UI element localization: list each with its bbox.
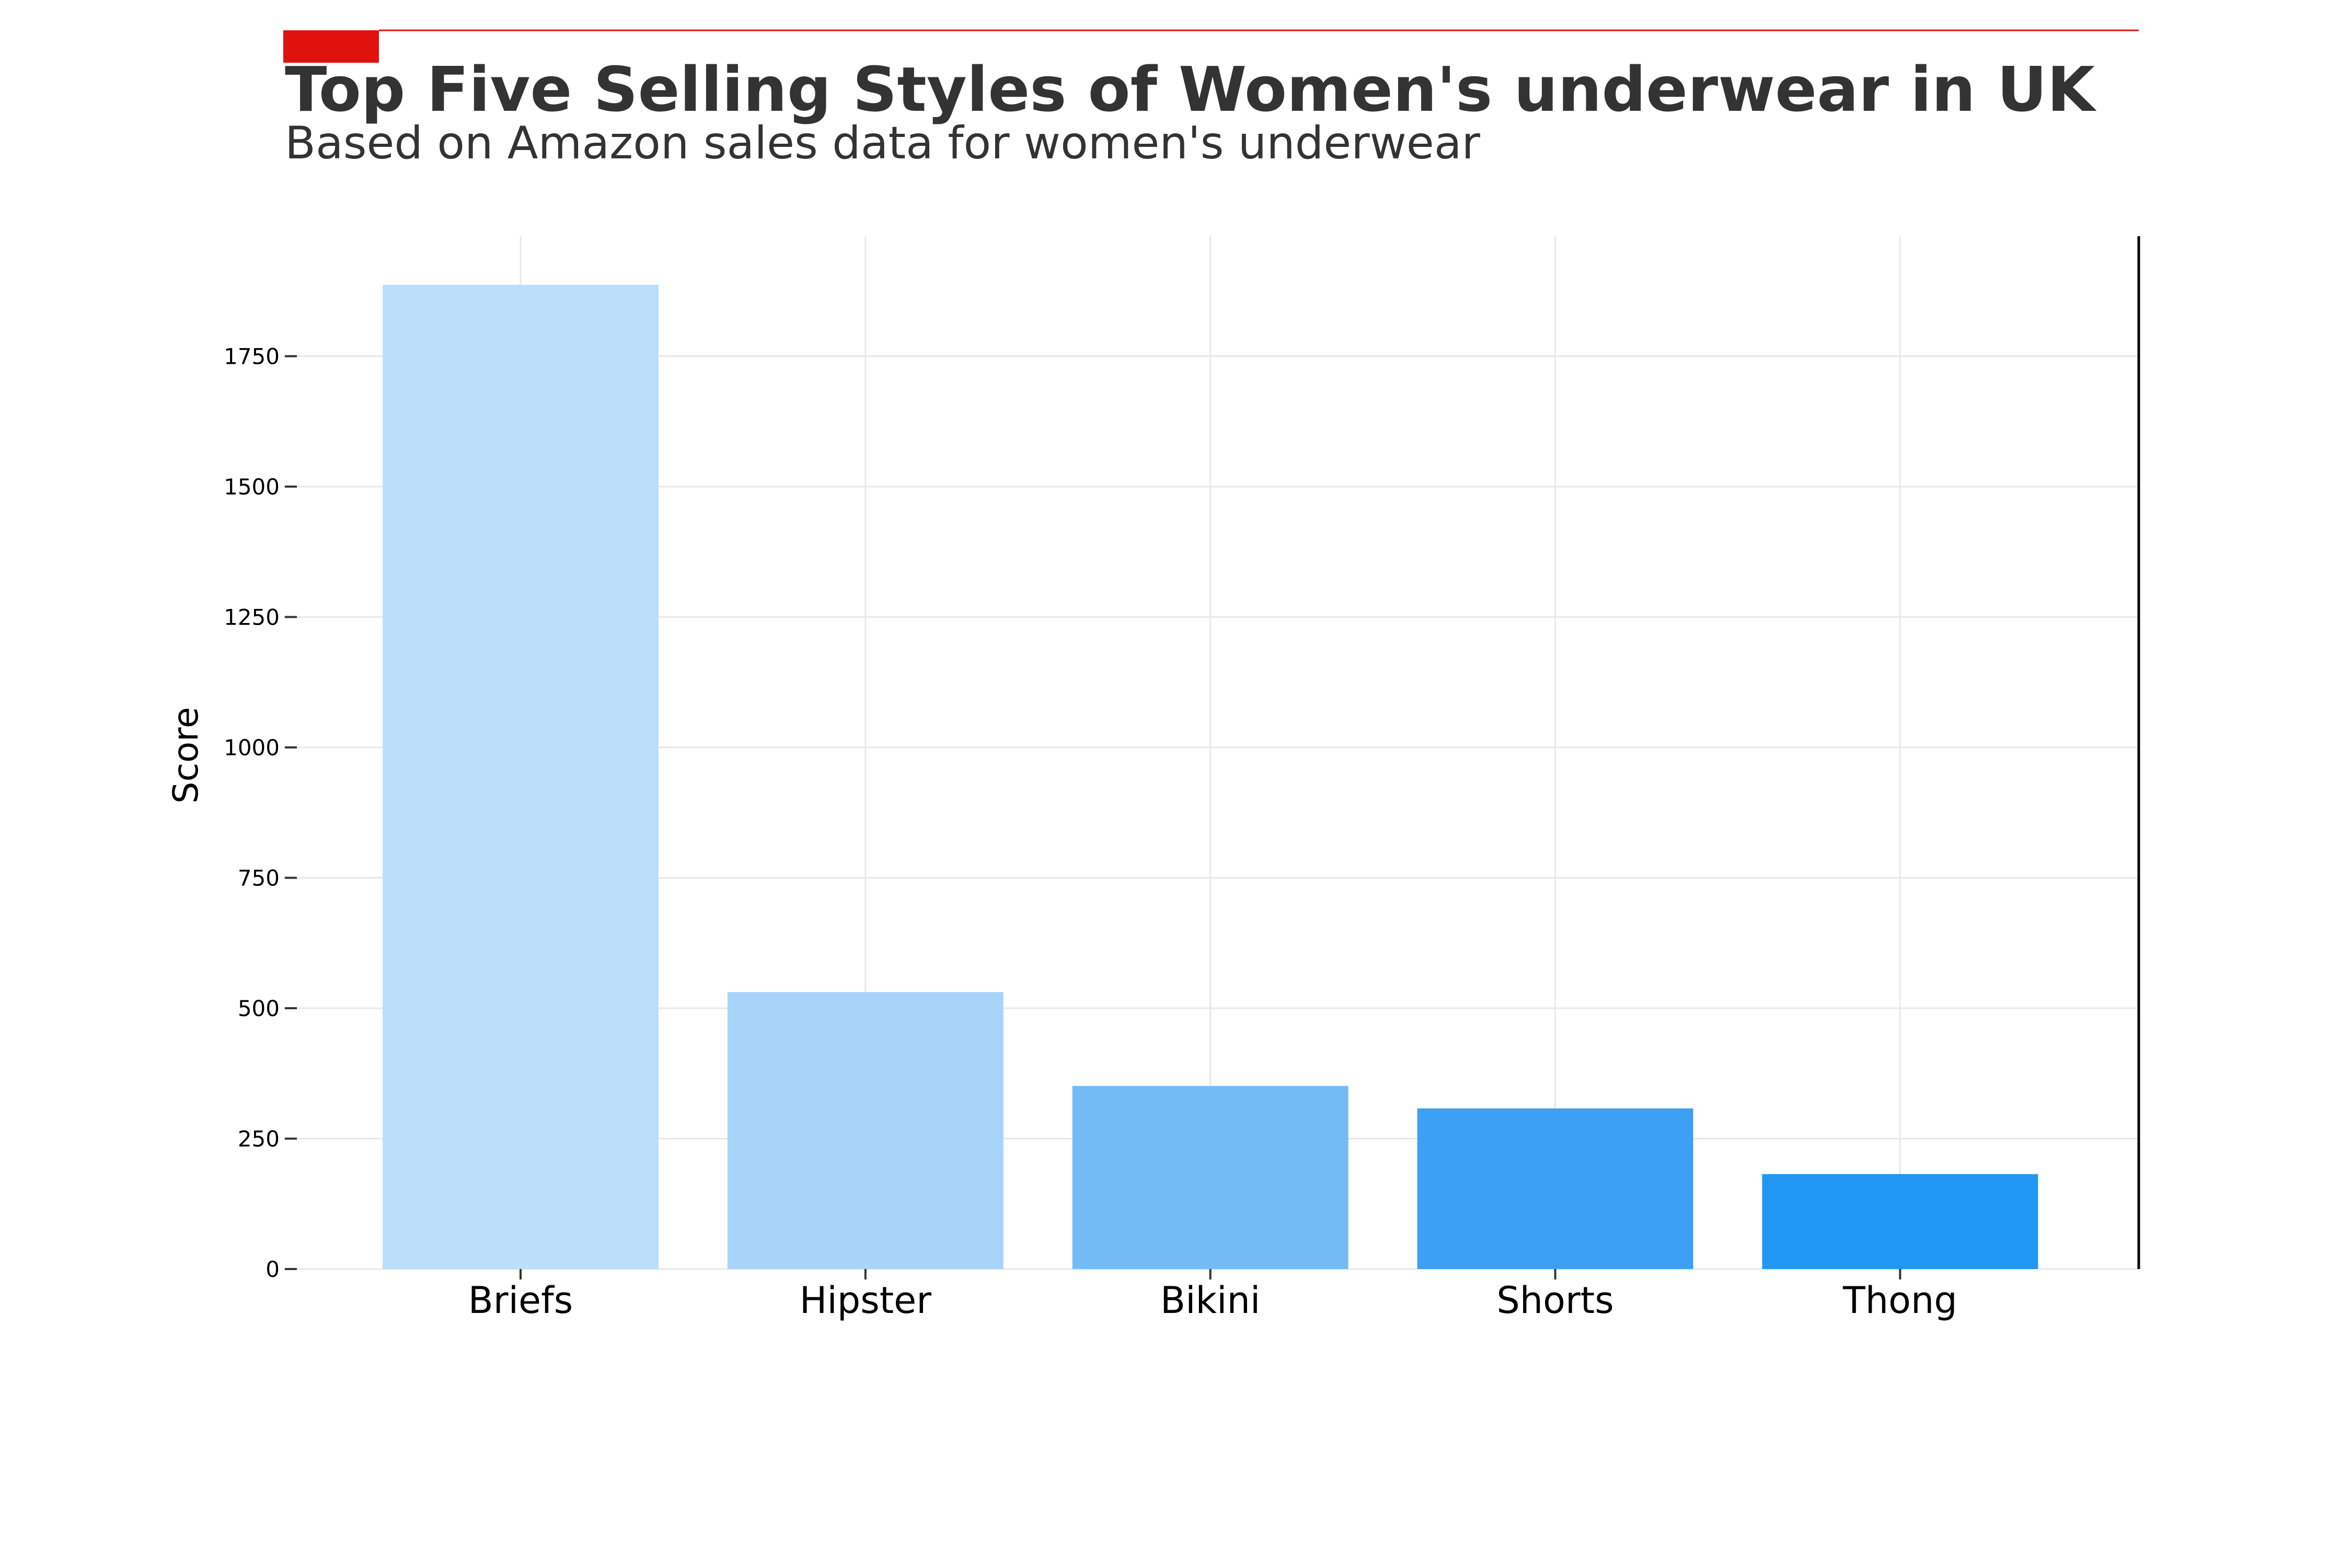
y-tick-label: 1250 [224, 605, 280, 630]
y-tick-label: 0 [266, 1256, 280, 1282]
y-tick-label: 250 [238, 1126, 280, 1152]
chart-subtitle: Based on Amazon sales data for women's u… [285, 117, 1481, 169]
bars [383, 284, 2038, 1269]
x-tick-label: Thong [1842, 1279, 1957, 1322]
y-axis-label: Score [166, 707, 206, 804]
y-axis: 0 250 500 750 1000 1250 1500 1750 [224, 344, 297, 1282]
x-tick-label: Shorts [1496, 1279, 1613, 1322]
bar-shorts [1417, 1108, 1693, 1269]
bar-bikini [1072, 1086, 1348, 1269]
chart-title: Top Five Selling Styles of Women's under… [285, 53, 2097, 125]
bar-hipster [727, 992, 1004, 1269]
y-tick-label: 1500 [224, 474, 280, 500]
x-tick-label: Bikini [1160, 1279, 1260, 1322]
bar-briefs [383, 284, 659, 1269]
x-axis: Briefs Hipster Bikini Shorts Thong [468, 1269, 1957, 1322]
bar-thong [1762, 1174, 2038, 1269]
y-tick-label: 750 [238, 866, 280, 891]
x-tick-label: Briefs [468, 1279, 573, 1322]
y-tick-label: 1750 [224, 344, 280, 370]
x-tick-label: Hipster [800, 1279, 932, 1322]
y-tick-label: 500 [238, 996, 280, 1021]
y-tick-label: 1000 [224, 735, 280, 760]
title-accent-block [283, 30, 379, 63]
